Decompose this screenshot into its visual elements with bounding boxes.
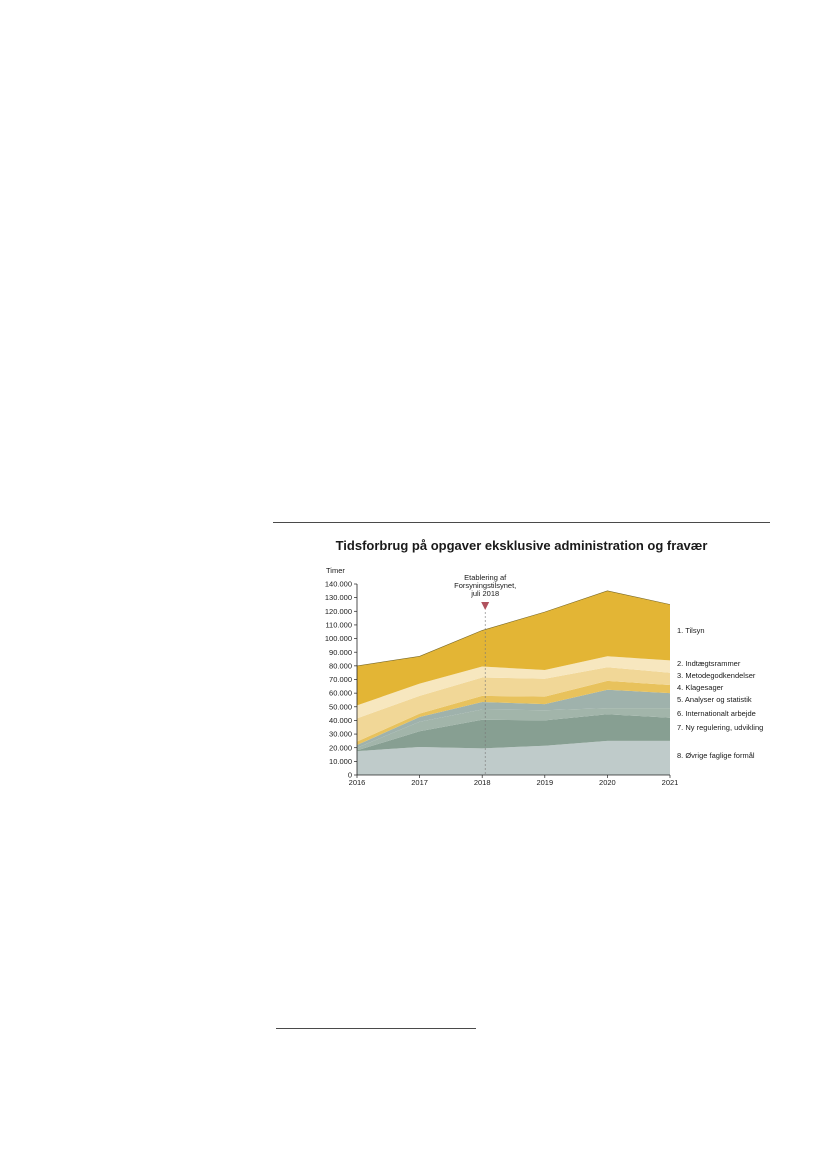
y-tick-label: 140.000 [325, 580, 352, 589]
total-outline [356, 590, 671, 667]
area-series-4 [357, 689, 670, 748]
chart-title: Tidsforbrug på opgaver eksklusive admini… [335, 538, 708, 553]
y-axis: 0 10.000 20.000 30.000 40.000 50.000 60.000 70.… [325, 580, 358, 780]
x-axis: 2016 2017 2018 2019 2020 2021 [349, 774, 679, 787]
y-tick-label: 70.000 [329, 675, 352, 684]
area-series-1 [357, 740, 670, 775]
y-tick-label: 110.000 [325, 621, 352, 630]
area-series-3 [357, 708, 670, 751]
chart-legend: 1. Tilsyn 2. Indtægtsrammer 3. Metodegodke… [677, 626, 763, 760]
annotation-text-line: juli 2018 [470, 589, 499, 598]
legend-label: 2. Indtægtsrammer [677, 659, 741, 668]
chart-areas [356, 590, 671, 775]
area-series-8 [357, 590, 670, 706]
area-series-5 [357, 680, 670, 745]
x-tick-label: 2016 [349, 778, 366, 787]
x-tick-label: 2021 [662, 778, 679, 787]
y-tick-label: 90.000 [329, 648, 352, 657]
y-tick-label: 0 [348, 771, 352, 780]
y-tick-label: 80.000 [329, 661, 352, 670]
annotation-text-line: Etablering af [464, 573, 507, 582]
area-series-6 [357, 667, 670, 742]
y-tick-label: 30.000 [329, 730, 352, 739]
top-rule [273, 522, 770, 523]
y-tick-label: 10.000 [329, 757, 352, 766]
annotation-marker [481, 602, 490, 610]
y-tick-label: 120.000 [325, 607, 352, 616]
y-tick-label: 20.000 [329, 743, 352, 752]
y-tick-label: 130.000 [325, 593, 352, 602]
y-tick-label: 50.000 [329, 702, 352, 711]
legend-label: 5. Analyser og statistik [677, 695, 752, 704]
y-axis-label: Timer [326, 566, 345, 575]
footnote-rule [276, 1028, 476, 1029]
x-tick-label: 2017 [411, 778, 428, 787]
legend-label: 8. Øvrige faglige formål [677, 751, 755, 760]
y-tick-label: 100.000 [325, 634, 352, 643]
x-tick-label: 2019 [536, 778, 553, 787]
legend-label: 7. Ny regulering, udvikling [677, 723, 763, 732]
x-tick-label: 2020 [599, 778, 616, 787]
y-tick-label: 60.000 [329, 689, 352, 698]
legend-label: 6. Internationalt arbejde [677, 709, 756, 718]
area-series-2 [357, 714, 670, 752]
legend-label: 4. Klagesager [677, 683, 724, 692]
x-tick-label: 2018 [474, 778, 491, 787]
annotation-text-line: Forsyningstilsynet, [454, 581, 516, 590]
y-tick-label: 40.000 [329, 716, 352, 725]
legend-label: 3. Metodegodkendelser [677, 671, 756, 680]
legend-label: 1. Tilsyn [677, 626, 705, 635]
area-series-7 [357, 656, 670, 719]
